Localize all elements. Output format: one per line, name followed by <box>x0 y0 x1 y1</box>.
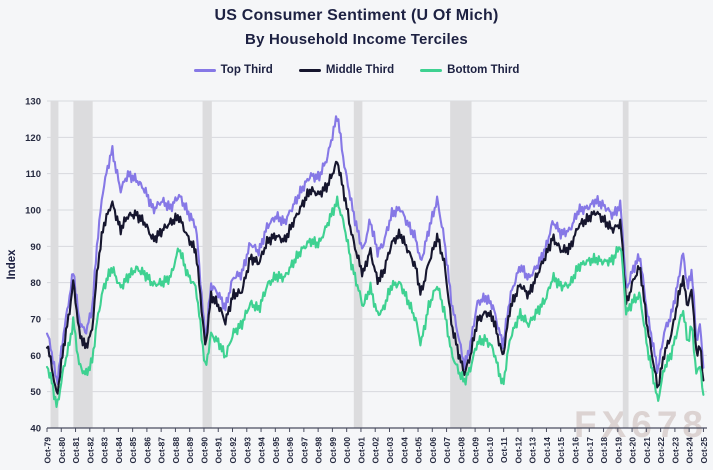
x-tick-label: Oct-82 <box>85 437 95 464</box>
x-tick-label: Oct-22 <box>656 437 666 464</box>
recession-band <box>73 101 93 428</box>
x-tick-label: Oct-06 <box>428 437 438 464</box>
x-tick-label: Oct-01 <box>356 437 366 464</box>
x-tick-label: Oct-12 <box>513 437 523 464</box>
legend-swatch-middle-third <box>298 68 321 72</box>
x-tick-label: Oct-09 <box>471 437 481 464</box>
x-tick-label: Oct-85 <box>128 437 138 464</box>
x-tick-label: Oct-25 <box>699 437 709 464</box>
y-tick-label: 100 <box>25 206 41 217</box>
x-tick-label: Oct-02 <box>371 437 381 464</box>
recession-band <box>202 101 212 428</box>
legend-label-top-third: Top Third <box>220 64 273 76</box>
x-tick-label: Oct-95 <box>271 437 281 464</box>
chart-title-line1: US Consumer Sentiment (U Of Mich) <box>214 7 499 24</box>
x-tick-label: Oct-97 <box>299 437 309 464</box>
x-tick-label: Oct-07 <box>442 437 452 464</box>
x-tick-label: Oct-89 <box>185 437 195 464</box>
legend-swatch-top-third <box>193 68 216 72</box>
x-tick-label: Oct-11 <box>499 437 509 463</box>
x-tick-label: Oct-94 <box>257 437 267 464</box>
y-tick-label: 60 <box>30 351 41 362</box>
chart-legend: Top Third Middle Third Bottom Third <box>0 64 713 76</box>
x-tick-label: Oct-14 <box>542 437 552 464</box>
x-tick-label: Oct-16 <box>571 437 581 464</box>
x-tick-label: Oct-24 <box>685 437 695 464</box>
x-tick-label: Oct-18 <box>599 437 609 464</box>
y-tick-label: 80 <box>30 278 41 289</box>
legend-item-top-third: Top Third <box>193 64 273 76</box>
series-line-top-third <box>45 115 705 386</box>
x-tick-label: Oct-03 <box>385 437 395 464</box>
y-tick-label: 130 <box>25 97 41 108</box>
x-tick-label: Oct-90 <box>199 437 209 464</box>
x-tick-label: Oct-86 <box>142 437 152 464</box>
y-tick-label: 70 <box>30 315 41 326</box>
x-tick-label: Oct-15 <box>556 437 566 464</box>
x-tick-label: Oct-00 <box>342 437 352 464</box>
y-tick-label: 50 <box>30 387 41 398</box>
recession-band <box>50 101 59 428</box>
watermark: FX678 <box>574 404 709 445</box>
x-tick-label: Oct-05 <box>414 437 424 464</box>
x-tick-label: Oct-21 <box>642 437 652 464</box>
y-tick-label: 40 <box>30 424 41 435</box>
x-tick-label: Oct-92 <box>228 437 238 464</box>
x-tick-label: Oct-83 <box>100 437 110 464</box>
x-tick-label: Oct-87 <box>157 437 167 464</box>
x-tick-label: Oct-91 <box>214 437 224 464</box>
recession-band <box>450 101 472 428</box>
recession-band <box>353 101 363 428</box>
legend-label-bottom-third: Bottom Third <box>447 64 520 76</box>
legend-label-middle-third: Middle Third <box>325 64 395 76</box>
x-tick-label: Oct-93 <box>242 437 252 464</box>
series-line-bottom-third <box>45 195 705 408</box>
x-tick-label: Oct-10 <box>485 437 495 464</box>
x-tick-label: Oct-99 <box>328 437 338 464</box>
x-tick-label: Oct-96 <box>285 437 295 464</box>
x-tick-label: Oct-19 <box>613 437 623 464</box>
legend-item-bottom-third: Bottom Third <box>420 64 519 76</box>
y-tick-label: 90 <box>30 242 41 253</box>
y-axis-title: Index <box>6 249 18 280</box>
x-tick-label: Oct-81 <box>71 437 81 464</box>
x-tick-label: Oct-98 <box>314 437 324 464</box>
x-tick-label: Oct-80 <box>57 437 67 464</box>
x-tick-label: Oct-13 <box>528 437 538 464</box>
x-tick-label: Oct-20 <box>628 437 638 464</box>
x-tick-label: Oct-08 <box>456 437 466 464</box>
y-tick-label: 120 <box>25 133 41 144</box>
x-tick-label: Oct-79 <box>43 437 53 464</box>
legend-swatch-bottom-third <box>420 68 443 72</box>
x-tick-label: Oct-17 <box>585 437 595 464</box>
y-tick-label: 110 <box>26 169 41 180</box>
x-tick-label: Oct-88 <box>171 437 181 464</box>
chart-title-line2: By Household Income Terciles <box>245 31 468 48</box>
x-tick-label: Oct-04 <box>399 437 409 464</box>
x-tick-label: Oct-84 <box>114 437 124 464</box>
x-tick-label: Oct-23 <box>670 437 680 464</box>
series-line-middle-third <box>45 160 705 395</box>
legend-item-middle-third: Middle Third <box>298 64 395 76</box>
